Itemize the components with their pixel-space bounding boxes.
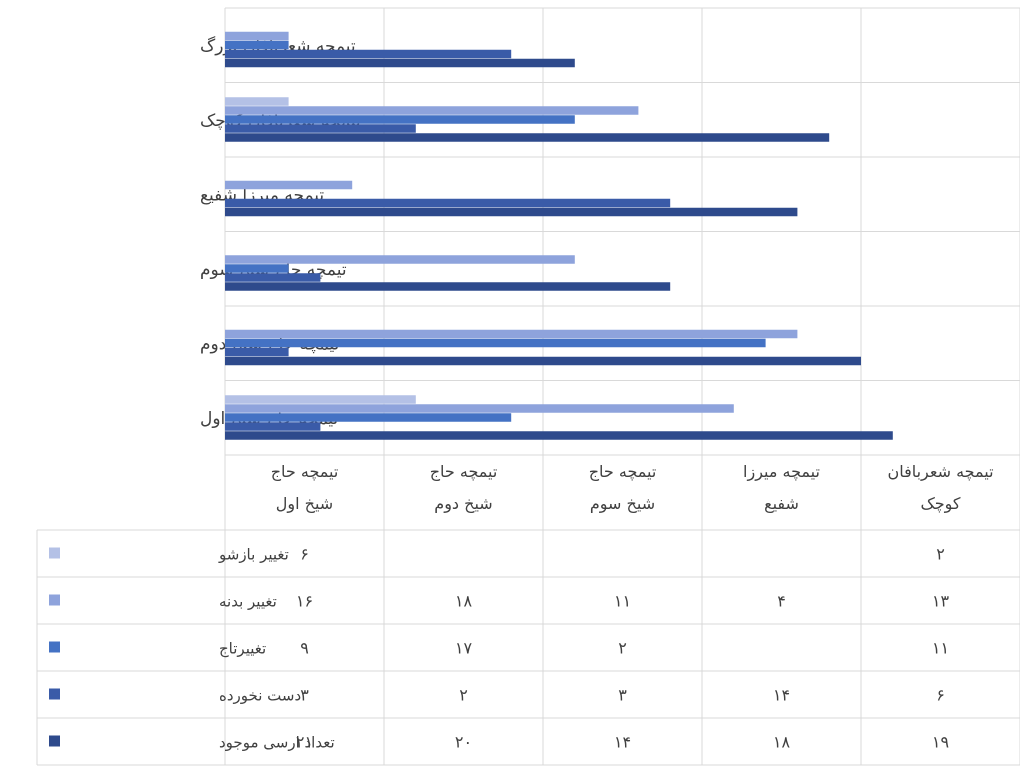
bar xyxy=(225,356,861,366)
bar xyxy=(225,395,416,404)
bar xyxy=(225,264,289,273)
series-name: دست نخورده xyxy=(219,687,301,705)
table-cell-value: ۹ xyxy=(300,639,309,658)
bar xyxy=(225,422,321,431)
table-cell-value: ۱۱ xyxy=(932,639,949,658)
bar xyxy=(225,413,512,422)
series-name: تغییر بازشو xyxy=(218,546,289,564)
table-cell-value: ۱۶ xyxy=(296,592,313,611)
bar xyxy=(225,198,671,208)
bar xyxy=(225,273,321,282)
bar xyxy=(225,133,830,142)
bar xyxy=(225,255,575,264)
table-cell-value: ۲ xyxy=(618,639,627,658)
bar xyxy=(225,106,639,115)
table-header-label: شیخ دوم xyxy=(434,494,492,514)
table-cell-value: ۶ xyxy=(300,545,309,564)
table-cell-value: ۱۹ xyxy=(932,733,949,752)
table-cell-value: ۳ xyxy=(300,686,309,705)
table-header-label: شیخ سوم xyxy=(590,494,655,514)
table-header-label: تیمچه حاج xyxy=(271,462,339,482)
series-name: تغییر بدنه xyxy=(219,593,277,611)
table-cell-value: ۱۸ xyxy=(455,592,473,611)
table-cell-value: ۱۴ xyxy=(614,733,631,752)
bar xyxy=(225,115,575,124)
legend-key xyxy=(49,641,60,653)
bar xyxy=(225,31,289,41)
bar xyxy=(225,124,416,133)
table-cell-value: ۲۰ xyxy=(455,733,472,752)
table-header-label: کوچک xyxy=(920,494,960,514)
legend-key xyxy=(49,594,60,606)
table-cell-value: ۲۱ xyxy=(296,733,313,752)
series-name: تعداد ارسی موجود xyxy=(219,734,335,752)
table-header-label: تیمچه میرزا xyxy=(743,462,820,482)
table-cell-value: ۶ xyxy=(936,686,945,705)
table-cell-value: ۱۴ xyxy=(773,686,790,705)
bar xyxy=(225,40,289,50)
bar xyxy=(225,49,512,59)
legend-key xyxy=(49,735,60,747)
table-header-label: تیمچه حاج xyxy=(589,462,657,482)
table-header-label: تیمچه حاج xyxy=(430,462,498,482)
table-header-label: تیمچه شعربافان xyxy=(887,462,993,482)
bar xyxy=(225,338,766,348)
table-cell-value: ۱۷ xyxy=(455,639,473,658)
bar xyxy=(225,329,798,339)
bar xyxy=(225,180,353,190)
bar xyxy=(225,207,798,217)
table-header-label: شفیع xyxy=(764,494,799,514)
table-cell-value: ۱۱ xyxy=(614,592,631,611)
table-cell-value: ۲ xyxy=(936,545,945,564)
table-cell-value: ۴ xyxy=(777,592,786,611)
table-header-label: شیخ اول xyxy=(276,494,333,514)
bar xyxy=(225,282,671,291)
legend-key xyxy=(49,547,60,559)
bar xyxy=(225,97,289,106)
bar xyxy=(225,431,893,440)
table-cell-value: ۲ xyxy=(459,686,468,705)
table-cell-value: ۱۳ xyxy=(932,592,950,611)
series-name: تغییرتاج xyxy=(219,640,266,659)
bar xyxy=(225,347,289,357)
bar xyxy=(225,404,734,413)
legend-key xyxy=(49,688,60,700)
table-cell-value: ۱۸ xyxy=(773,733,791,752)
bar xyxy=(225,58,575,68)
table-cell-value: ۳ xyxy=(618,686,627,705)
